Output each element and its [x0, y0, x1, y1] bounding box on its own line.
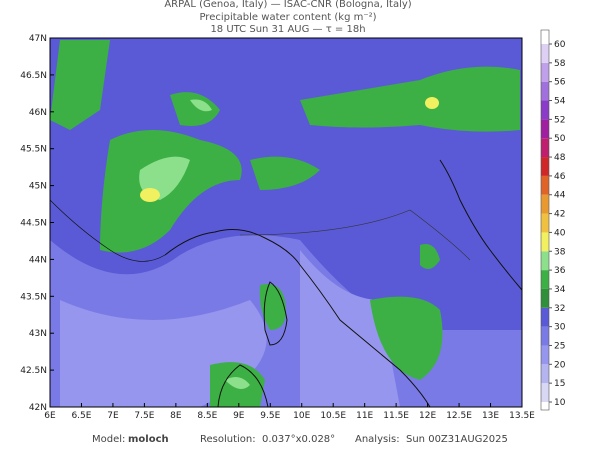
- y-tick-label: 45N: [29, 182, 47, 192]
- footer-value: 0.037°x0.028°: [262, 434, 335, 445]
- colorbar-label: 48: [554, 153, 566, 163]
- colorbar-label: 56: [554, 78, 566, 88]
- colorbar-swatch: [541, 307, 549, 327]
- y-tick-label: 46N: [29, 108, 47, 118]
- colorbar-label: 54: [554, 97, 566, 107]
- x-tick-label: 11E: [356, 411, 373, 421]
- x-tick-label: 8E: [170, 411, 182, 421]
- colorbar-swatch: [541, 62, 549, 82]
- colorbar-swatch: [541, 194, 549, 214]
- map-field: [50, 38, 522, 407]
- colorbar-swatch: [541, 288, 549, 308]
- y-tick-label: 42.5N: [20, 366, 47, 376]
- colorbar-swatch: [541, 345, 549, 365]
- colorbar-swatch: [541, 251, 549, 271]
- x-tick-label: 6.5E: [71, 411, 91, 421]
- colorbar-swatch: [541, 364, 549, 384]
- x-tick-label: 7E: [107, 411, 119, 421]
- y-tick-label: 47N: [29, 34, 47, 44]
- colorbar-label: 38: [554, 247, 566, 257]
- colorbar-label: 50: [554, 134, 566, 144]
- colorbar-label: 44: [554, 191, 566, 201]
- colorbar-label: 15: [554, 379, 565, 389]
- x-tick-label: 10.5E: [320, 411, 346, 421]
- colorbar-label: 52: [554, 115, 565, 125]
- colorbar-label: 46: [554, 172, 566, 182]
- y-tick-label: 43.5N: [20, 292, 47, 302]
- colorbar-label: 34: [554, 285, 566, 295]
- footer-label: Model:: [92, 434, 125, 445]
- colorbar-swatch: [541, 119, 549, 139]
- y-tick-label: 43N: [29, 329, 47, 339]
- colorbar-label: 60: [554, 40, 566, 50]
- colorbar-label: 36: [554, 266, 566, 276]
- colorbar-label: 20: [554, 360, 566, 370]
- colorbar-swatch: [541, 138, 549, 158]
- colorbar-label: 32: [554, 304, 565, 314]
- colorbar-label: 30: [554, 323, 566, 333]
- y-tick-label: 45.5N: [20, 145, 47, 155]
- x-tick-label: 10E: [293, 411, 310, 421]
- colorbar-swatch: [541, 383, 549, 402]
- colorbar-swatch: [541, 157, 549, 176]
- header-line: ARPAL (Genoa, Italy) — ISAC-CNR (Bologna…: [164, 0, 411, 10]
- colorbar-swatch: [541, 326, 549, 346]
- footer-value: Sun 00Z31AUG2025: [406, 434, 508, 445]
- x-tick-label: 11.5E: [383, 411, 409, 421]
- x-tick-label: 7.5E: [134, 411, 154, 421]
- colorbar-label: 25: [554, 341, 565, 351]
- y-tick-label: 44.5N: [20, 219, 47, 229]
- header-line: Precipitable water content (kg m⁻²): [199, 12, 376, 23]
- footer-label: Analysis:: [355, 434, 400, 445]
- x-tick-label: 12.5E: [446, 411, 472, 421]
- x-tick-label: 12E: [419, 411, 436, 421]
- y-tick-label: 42N: [29, 403, 47, 413]
- colorbar-label: 42: [554, 210, 565, 220]
- colorbar-swatch: [541, 232, 549, 252]
- x-tick-label: 13E: [482, 411, 499, 421]
- colorbar-swatch: [541, 270, 549, 289]
- x-tick-label: 9E: [233, 411, 245, 421]
- colorbar-label: 10: [554, 398, 566, 408]
- x-tick-label: 9.5E: [260, 411, 280, 421]
- x-tick-label: 8.5E: [197, 411, 217, 421]
- y-tick-label: 44N: [29, 255, 47, 265]
- colorbar-label: 40: [554, 228, 566, 238]
- colorbar-frame: [540, 29, 550, 411]
- x-tick-label: 6E: [44, 411, 56, 421]
- header-line: 18 UTC Sun 31 AUG — τ = 18h: [210, 24, 365, 35]
- footer-label: Resolution:: [200, 434, 256, 445]
- coastlines: [49, 159, 523, 408]
- colorbar-swatch: [541, 175, 549, 195]
- colorbar-swatch: [541, 44, 549, 63]
- footer-value: moloch: [128, 434, 169, 445]
- y-tick-label: 46.5N: [20, 71, 47, 81]
- colorbar-swatch: [541, 100, 549, 120]
- colorbar-swatch: [541, 213, 549, 233]
- x-tick-label: 13.5E: [509, 411, 535, 421]
- colorbar-swatch: [541, 81, 549, 101]
- colorbar-label: 58: [554, 59, 566, 69]
